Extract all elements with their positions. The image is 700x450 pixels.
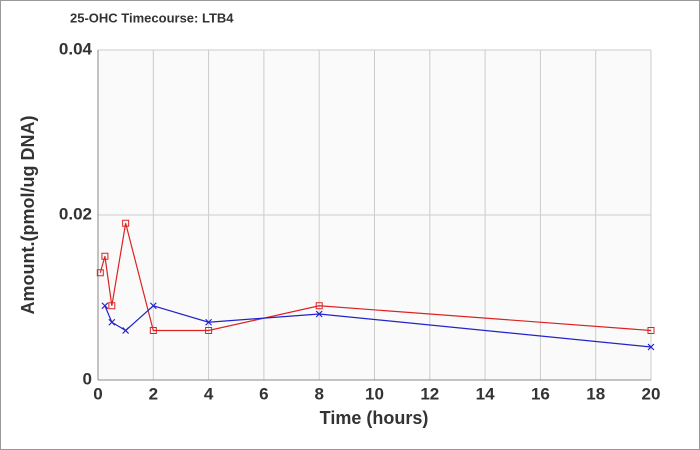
x-tick-label: 6 <box>259 384 268 403</box>
y-tick-label: 0.04 <box>59 39 93 58</box>
marker <box>149 327 157 334</box>
marker <box>149 302 157 310</box>
x-tick-label: 8 <box>314 384 323 403</box>
x-axis-label: Time (hours) <box>320 408 429 428</box>
x-tick-label: 12 <box>420 384 439 403</box>
marker <box>108 302 116 310</box>
marker <box>96 269 104 277</box>
x-tick-label: 20 <box>642 384 661 403</box>
marker <box>315 310 323 318</box>
x-tick-label: 2 <box>149 384 158 403</box>
x-tick-label: 18 <box>586 384 605 403</box>
x-tick-label: 10 <box>365 384 384 403</box>
line <box>99 223 652 332</box>
x-tick-label: 14 <box>476 384 495 403</box>
y-tick-label: 0 <box>83 369 92 388</box>
chart-title: 25-OHC Timecourse: LTB4 <box>70 10 234 25</box>
x-tick-label: 0 <box>93 384 102 403</box>
marker <box>647 327 655 334</box>
marker <box>315 302 323 310</box>
y-tick-label: 0.02 <box>59 204 92 223</box>
marker <box>108 318 116 326</box>
marker <box>122 219 130 227</box>
marker <box>647 343 655 351</box>
marker <box>122 327 130 334</box>
x-tick-label: 4 <box>204 384 214 403</box>
marker <box>205 318 213 326</box>
marker <box>101 252 109 260</box>
x-tick-label: 16 <box>531 384 550 403</box>
marker <box>101 302 109 310</box>
y-axis-label: Amount.(pmol/ug DNA) <box>18 116 38 315</box>
marker <box>205 327 213 334</box>
